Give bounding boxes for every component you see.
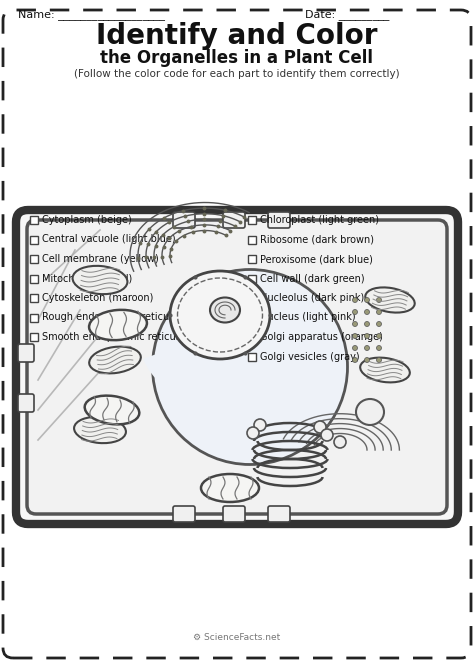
Ellipse shape	[365, 334, 370, 338]
Ellipse shape	[153, 269, 347, 464]
FancyBboxPatch shape	[173, 212, 195, 228]
Ellipse shape	[321, 429, 333, 441]
Bar	[248, 333, 256, 341]
Ellipse shape	[376, 322, 382, 326]
Ellipse shape	[365, 358, 370, 362]
Text: ⚙ ScienceFacts.net: ⚙ ScienceFacts.net	[193, 632, 281, 641]
Ellipse shape	[360, 358, 410, 383]
Text: Identify and Color: Identify and Color	[96, 22, 378, 50]
Ellipse shape	[89, 346, 141, 373]
Bar	[30, 333, 38, 341]
Ellipse shape	[376, 358, 382, 362]
Ellipse shape	[254, 419, 266, 431]
Ellipse shape	[74, 417, 126, 443]
Bar	[30, 275, 38, 283]
Ellipse shape	[210, 297, 240, 322]
Bar	[248, 314, 256, 322]
Text: Cytoskeleton (maroon): Cytoskeleton (maroon)	[42, 293, 154, 303]
Text: Smooth endoplasmic reticulum (light purple): Smooth endoplasmic reticulum (light purp…	[42, 332, 261, 342]
FancyBboxPatch shape	[3, 10, 471, 658]
Text: Rough endoplasmic reticulum (violet): Rough endoplasmic reticulum (violet)	[42, 312, 226, 322]
Bar	[30, 294, 38, 302]
Ellipse shape	[365, 322, 370, 326]
Text: the Organelles in a Plant Cell: the Organelles in a Plant Cell	[100, 49, 374, 67]
Ellipse shape	[376, 346, 382, 350]
Text: Cell membrane (yellow): Cell membrane (yellow)	[42, 254, 159, 264]
Text: Nucleus (light pink): Nucleus (light pink)	[260, 312, 356, 322]
Ellipse shape	[353, 297, 357, 302]
FancyBboxPatch shape	[173, 506, 195, 522]
Text: Name: ___________________: Name: ___________________	[18, 9, 165, 21]
Bar	[248, 275, 256, 283]
FancyBboxPatch shape	[268, 506, 290, 522]
Bar	[248, 235, 256, 243]
Ellipse shape	[376, 334, 382, 338]
Bar	[248, 216, 256, 224]
Text: Mitochondria (red): Mitochondria (red)	[42, 273, 132, 283]
Ellipse shape	[201, 474, 259, 502]
FancyBboxPatch shape	[27, 220, 447, 514]
Text: Golgi apparatus (orange): Golgi apparatus (orange)	[260, 332, 383, 342]
Bar	[30, 235, 38, 243]
Ellipse shape	[73, 266, 128, 294]
Text: Chloroplast (light green): Chloroplast (light green)	[260, 215, 379, 225]
Ellipse shape	[365, 297, 370, 302]
Text: Cell wall (dark green): Cell wall (dark green)	[260, 273, 365, 283]
Ellipse shape	[353, 322, 357, 326]
FancyBboxPatch shape	[18, 394, 34, 412]
Ellipse shape	[353, 346, 357, 350]
Text: Peroxisome (dark blue): Peroxisome (dark blue)	[260, 254, 373, 264]
Text: Nucleolus (dark pink): Nucleolus (dark pink)	[260, 293, 364, 303]
Ellipse shape	[376, 297, 382, 302]
Ellipse shape	[314, 421, 326, 433]
Text: Golgi vesicles (gray): Golgi vesicles (gray)	[260, 352, 360, 362]
FancyBboxPatch shape	[18, 344, 34, 362]
Bar	[30, 255, 38, 263]
Ellipse shape	[85, 395, 139, 424]
Bar	[248, 294, 256, 302]
Ellipse shape	[376, 310, 382, 314]
Text: Ribosome (dark brown): Ribosome (dark brown)	[260, 234, 374, 245]
Ellipse shape	[365, 346, 370, 350]
Text: Central vacuole (light blue): Central vacuole (light blue)	[42, 234, 176, 245]
FancyBboxPatch shape	[16, 210, 458, 524]
Bar	[30, 216, 38, 224]
Ellipse shape	[365, 287, 415, 313]
Ellipse shape	[89, 310, 147, 340]
Ellipse shape	[365, 310, 370, 314]
Wedge shape	[143, 340, 246, 395]
Ellipse shape	[247, 427, 259, 439]
Ellipse shape	[353, 358, 357, 362]
Bar	[248, 255, 256, 263]
Ellipse shape	[353, 334, 357, 338]
Text: Date: _________: Date: _________	[305, 9, 389, 21]
Bar	[248, 352, 256, 360]
Ellipse shape	[353, 310, 357, 314]
Ellipse shape	[334, 436, 346, 448]
Bar	[30, 314, 38, 322]
Text: Cytoplasm (beige): Cytoplasm (beige)	[42, 215, 132, 225]
Ellipse shape	[356, 399, 384, 425]
FancyBboxPatch shape	[268, 212, 290, 228]
Ellipse shape	[170, 271, 270, 359]
FancyBboxPatch shape	[223, 212, 245, 228]
FancyBboxPatch shape	[223, 506, 245, 522]
Text: (Follow the color code for each part to identify them correctly): (Follow the color code for each part to …	[74, 69, 400, 79]
